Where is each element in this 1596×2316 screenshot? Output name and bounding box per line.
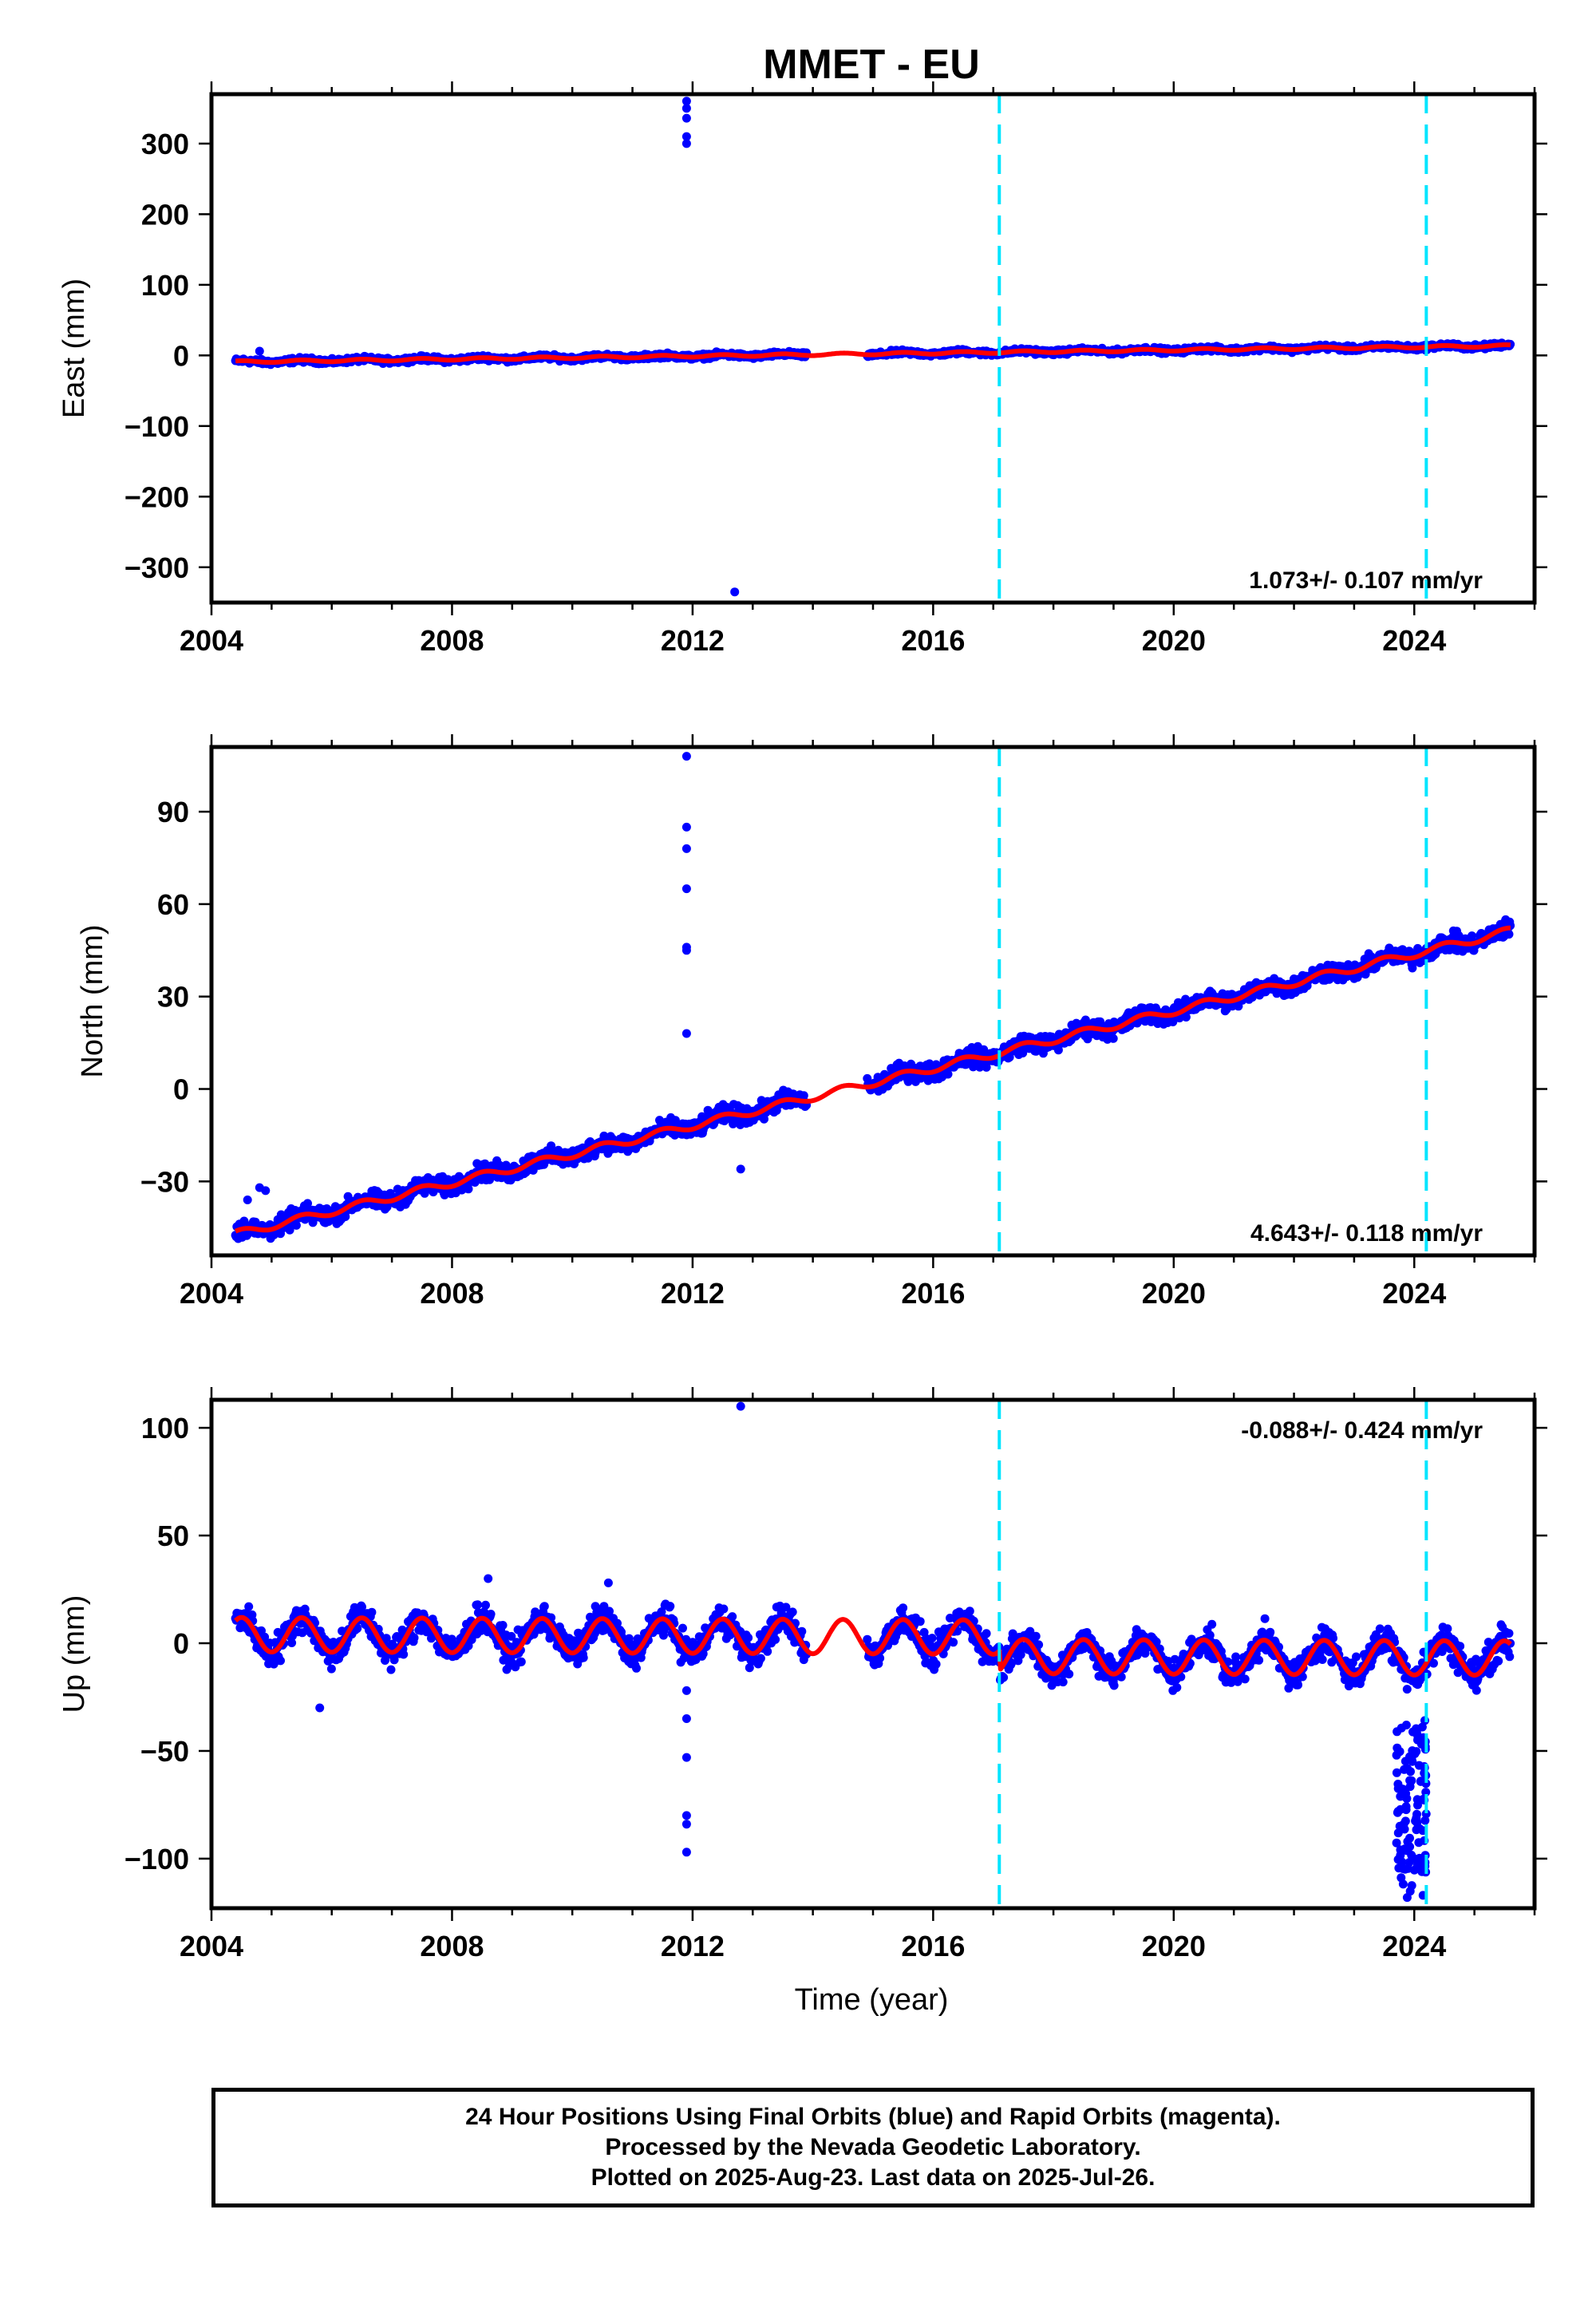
up-data-point bbox=[927, 1634, 937, 1643]
north-data-point bbox=[554, 1145, 563, 1155]
up-data-point bbox=[326, 1664, 336, 1674]
up-data-point bbox=[771, 1634, 780, 1644]
east-y-axis-label: East (mm) bbox=[57, 279, 91, 418]
north-outlier-point bbox=[681, 822, 691, 832]
up-data-point bbox=[965, 1607, 974, 1616]
north-data-point bbox=[464, 1184, 473, 1194]
east-x-tick-label: 2020 bbox=[1142, 624, 1206, 657]
up-data-point bbox=[244, 1602, 254, 1611]
north-y-axis-label: North (mm) bbox=[76, 924, 109, 1077]
north-data-point bbox=[291, 1220, 301, 1230]
up-data-point bbox=[788, 1607, 797, 1617]
chart-title: MMET - EU bbox=[763, 41, 980, 88]
east-x-tick-label: 2004 bbox=[180, 624, 243, 657]
up-data-point bbox=[632, 1663, 641, 1673]
east-y-tick-label: −200 bbox=[124, 480, 189, 513]
up-data-point bbox=[481, 1600, 490, 1610]
up-data-point bbox=[666, 1602, 675, 1611]
up-data-point bbox=[276, 1656, 285, 1666]
up-data-point bbox=[931, 1659, 941, 1669]
east-x-tick-label: 2024 bbox=[1382, 624, 1446, 657]
north-y-tick-label: 60 bbox=[157, 888, 189, 921]
north-data-points bbox=[231, 752, 1515, 1243]
up-data-point bbox=[409, 1633, 419, 1642]
north-outlier-point bbox=[243, 1196, 252, 1204]
up-data-point bbox=[516, 1657, 526, 1666]
east-x-tick-label: 2016 bbox=[901, 624, 965, 657]
north-data-point bbox=[729, 1119, 738, 1128]
north-outlier-point bbox=[736, 1164, 745, 1174]
north-data-point bbox=[303, 1199, 312, 1208]
north-outlier-point bbox=[681, 1029, 691, 1038]
up-data-point bbox=[915, 1617, 925, 1626]
north-plot-frame bbox=[209, 745, 1537, 1258]
up-data-point bbox=[719, 1604, 729, 1614]
up-data-point bbox=[486, 1610, 496, 1618]
north-x-tick-label: 2008 bbox=[420, 1277, 484, 1310]
up-data-point bbox=[399, 1650, 409, 1659]
north-outlier-point bbox=[261, 1186, 271, 1196]
east-x-tick-label: 2012 bbox=[661, 624, 725, 657]
north-outlier-point bbox=[681, 884, 691, 894]
up-data-point bbox=[678, 1623, 687, 1633]
east-outlier-point bbox=[681, 104, 691, 113]
east-outlier-point bbox=[681, 97, 691, 106]
east-outlier-point bbox=[681, 139, 691, 148]
north-outlier-point bbox=[681, 946, 691, 955]
east-y-tick-label: −300 bbox=[124, 551, 189, 584]
up-data-point bbox=[899, 1603, 908, 1613]
east-y-tick-label: 300 bbox=[141, 128, 189, 160]
up-data-point bbox=[473, 1600, 483, 1610]
up-data-point bbox=[756, 1654, 765, 1663]
up-data-point bbox=[744, 1633, 753, 1642]
north-x-tick-label: 2004 bbox=[180, 1277, 243, 1310]
east-x-tick-label: 2008 bbox=[420, 624, 484, 657]
east-y-tick-label: 100 bbox=[141, 269, 189, 302]
north-x-tick-label: 2016 bbox=[901, 1277, 965, 1310]
north-x-tick-label: 2020 bbox=[1142, 1277, 1206, 1310]
north-rate-annotation: 4.643+/- 0.118 mm/yr bbox=[1250, 1220, 1483, 1247]
east-panel: 2004 2008 2012 2016 2020 2024 300 200 100 0 −100 −2… bbox=[57, 81, 1547, 657]
north-y-tick-label: 90 bbox=[157, 796, 189, 828]
up-data-point bbox=[579, 1653, 588, 1662]
up-data-point bbox=[949, 1638, 958, 1647]
up-data-point bbox=[982, 1629, 991, 1638]
up-data-point bbox=[386, 1665, 396, 1674]
up-data-point bbox=[763, 1646, 772, 1656]
east-rate-annotation: 1.073+/- 0.107 mm/yr bbox=[1249, 567, 1483, 594]
east-outlier-point bbox=[681, 132, 691, 141]
east-outlier-point bbox=[255, 346, 264, 356]
north-x-tick-label: 2024 bbox=[1382, 1277, 1446, 1310]
up-data-point bbox=[1031, 1631, 1041, 1641]
north-data-point bbox=[1108, 1034, 1118, 1043]
up-data-point bbox=[539, 1602, 549, 1611]
north-data-point bbox=[1504, 930, 1514, 939]
east-outlier-point bbox=[681, 113, 691, 123]
north-y-tick-label: −30 bbox=[140, 1165, 189, 1198]
east-fit-line bbox=[234, 342, 1512, 366]
north-outlier-point bbox=[681, 844, 691, 853]
north-y-tick-label: 30 bbox=[157, 981, 189, 1014]
up-panel: 2004 2008 2012 2016 2020 2024100500−50−100Up … bbox=[57, 1387, 1547, 1962]
east-y-tick-label: 0 bbox=[173, 339, 189, 372]
up-data-point bbox=[498, 1621, 508, 1630]
east-y-tick-label: 200 bbox=[141, 198, 189, 231]
north-x-tick-label: 2012 bbox=[661, 1277, 725, 1310]
north-y-tick-label: 0 bbox=[173, 1073, 189, 1106]
north-outlier-point bbox=[681, 752, 691, 761]
north-panel: 2004 2008 2012 2016 2020 2024 90 60 30 0 −30 North … bbox=[76, 734, 1547, 1310]
east-outlier-point bbox=[730, 587, 740, 597]
east-y-tick-label: −100 bbox=[124, 410, 189, 443]
up-data-point bbox=[367, 1607, 377, 1617]
north-data-point bbox=[547, 1141, 556, 1151]
